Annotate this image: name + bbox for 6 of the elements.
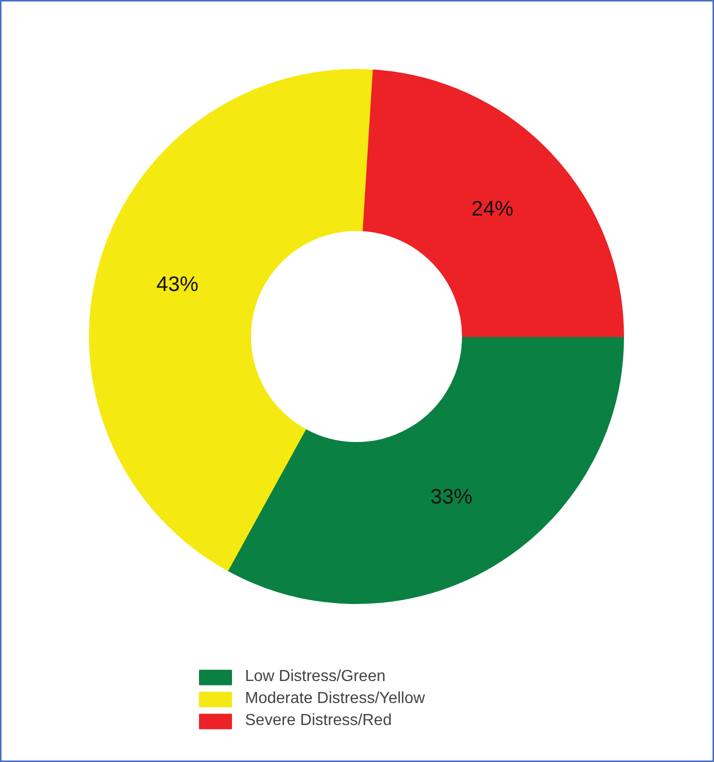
data-label: 43% [156,272,198,296]
data-label: 33% [430,486,472,509]
data-label: 24% [471,197,514,220]
legend-label: Low Distress/Green [245,668,386,686]
legend-label: Severe Distress/Red [245,712,392,730]
legend-label: Moderate Distress/Yellow [245,690,425,708]
